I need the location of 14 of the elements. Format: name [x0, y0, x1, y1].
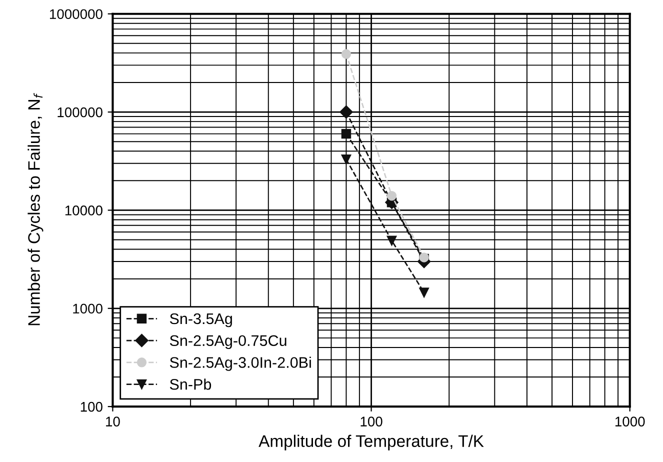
x-axis-title: Amplitude of Temperature, T/K — [258, 434, 484, 450]
y-tick-label: 1000000 — [50, 9, 102, 20]
x-tick-label: 10 — [106, 416, 120, 426]
x-tick-label: 100 — [360, 416, 382, 426]
legend-label: Sn-2.5Ag-0.75Cu — [170, 335, 286, 350]
y-tick-label: 100 — [80, 402, 102, 412]
y-tick-label: 1000 — [73, 304, 102, 314]
legend-label: Sn-Pb — [170, 378, 212, 390]
legend-label: Sn-2.5Ag-3.0In-2.0Bi — [170, 356, 311, 371]
x-tick-label: 1000 — [615, 416, 645, 426]
y-axis-title: Number of Cycles to Failure, N$_{f}$ — [28, 92, 44, 326]
y-tick-label: 100000 — [58, 107, 102, 118]
y-tick-label: 10000 — [65, 206, 102, 216]
legend-label: Sn-3.5Ag — [170, 313, 232, 328]
